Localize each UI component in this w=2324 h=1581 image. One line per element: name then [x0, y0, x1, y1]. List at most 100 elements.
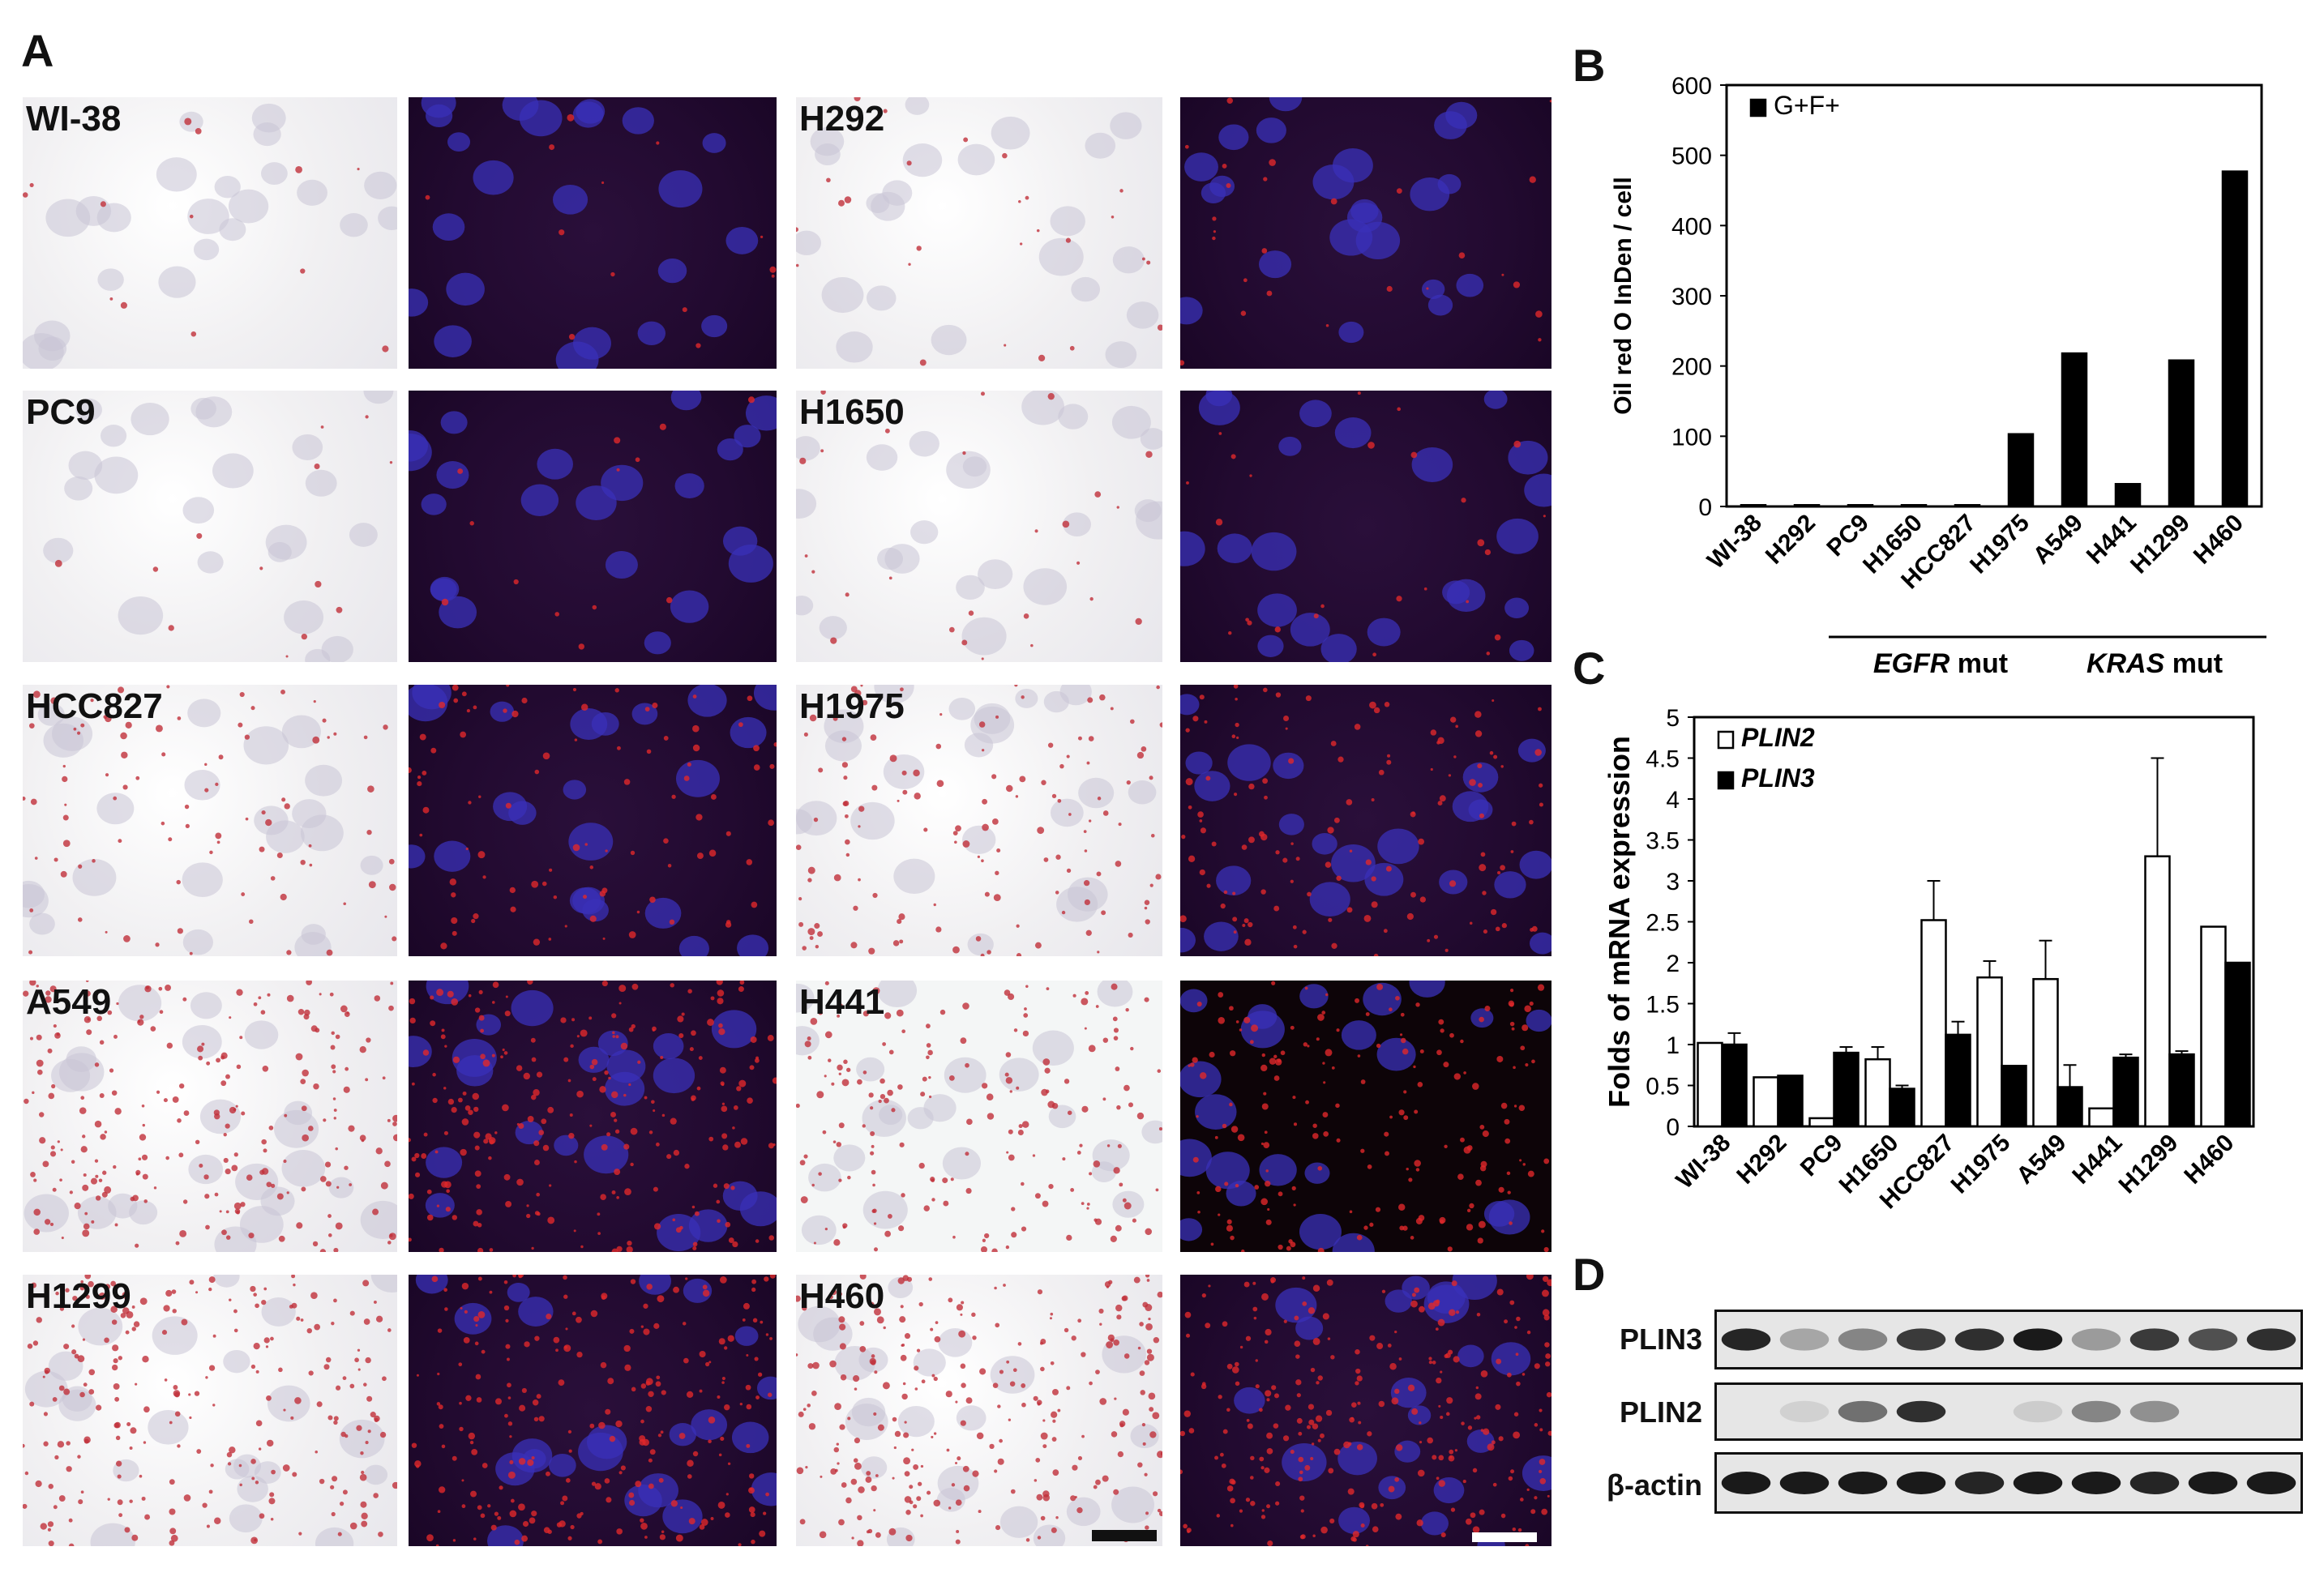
lipid-droplet	[1235, 1020, 1239, 1023]
lipid-droplet	[965, 1062, 969, 1068]
lipid-droplet	[303, 1014, 310, 1020]
lipid-droplet	[310, 1292, 318, 1300]
lipid-droplet	[807, 878, 812, 882]
lipid-droplet	[30, 1172, 36, 1177]
lipid-droplet	[417, 776, 422, 780]
lipid-droplet	[1312, 1534, 1316, 1537]
lipid-droplet	[1006, 784, 1013, 793]
lipid-droplet	[1229, 1102, 1233, 1107]
lipid-droplet	[604, 1070, 609, 1075]
lipid-droplet	[1513, 1105, 1517, 1108]
lipid-droplet	[172, 1096, 179, 1103]
nucleus	[490, 701, 515, 722]
lipid-droplet	[1300, 1534, 1306, 1540]
lipid-droplet	[1312, 1337, 1320, 1345]
nucleus	[1341, 1020, 1376, 1050]
lipid-droplet	[210, 1463, 214, 1468]
nucleus	[321, 635, 353, 662]
lipid-droplet	[60, 870, 67, 878]
lipid-droplet	[1398, 1357, 1402, 1361]
lipid-droplet	[1188, 1064, 1191, 1067]
lipid-droplet	[995, 870, 999, 875]
lipid-droplet	[444, 1045, 447, 1048]
lipid-droplet	[60, 1148, 63, 1152]
lipid-droplet	[94, 1120, 102, 1128]
cell-texture	[1180, 97, 1551, 366]
lipid-droplet	[923, 827, 928, 832]
blot-band	[2246, 1328, 2296, 1351]
lipid-droplet	[48, 1484, 53, 1489]
lipid-droplet	[141, 1496, 146, 1501]
lipid-droplet	[1522, 1163, 1526, 1166]
lipid-droplet	[763, 1511, 767, 1515]
lipid-droplet	[1439, 795, 1446, 802]
lipid-droplet	[1518, 1105, 1526, 1112]
lipid-droplet	[899, 1142, 905, 1147]
lipid-droplet	[615, 1420, 623, 1428]
nucleus	[1066, 1497, 1101, 1527]
lipid-droplet	[1260, 1466, 1265, 1470]
lipid-droplet	[314, 463, 320, 469]
lipid-droplet	[1266, 1432, 1273, 1439]
lipid-droplet	[1003, 1284, 1006, 1287]
lipid-droplet	[1498, 1186, 1504, 1193]
cell-texture	[23, 1275, 397, 1546]
lipid-droplet	[972, 1335, 977, 1340]
lipid-droplet	[991, 1248, 998, 1252]
lipid-droplet	[1325, 1409, 1333, 1416]
lipid-droplet	[1192, 716, 1199, 722]
lipid-droplet	[699, 1350, 706, 1358]
lipid-droplet	[1396, 596, 1402, 602]
nucleus	[1304, 1162, 1330, 1184]
lipid-droplet	[880, 1094, 886, 1100]
lipid-droplet	[1428, 1357, 1432, 1361]
lipid-droplet	[342, 1489, 348, 1495]
lipid-droplet	[658, 1477, 664, 1483]
lipid-droplet	[582, 895, 588, 899]
lipid-droplet	[901, 1029, 906, 1034]
lipid-droplet	[975, 936, 982, 942]
lipid-droplet	[749, 1065, 755, 1070]
lipid-droplet	[373, 1300, 377, 1304]
lipid-droplet	[1211, 841, 1217, 847]
legend-label: PLIN3	[1741, 763, 1815, 793]
lipid-droplet	[830, 1288, 837, 1296]
nucleus	[229, 1504, 263, 1533]
lipid-droplet	[1205, 1322, 1211, 1329]
lipid-droplet	[836, 1142, 842, 1147]
lipid-droplet	[120, 1313, 126, 1318]
nucleus	[1126, 301, 1159, 329]
lipid-droplet	[807, 1036, 811, 1040]
lipid-droplet	[1501, 923, 1507, 929]
lipid-droplet	[1149, 1407, 1154, 1412]
bar	[1808, 1117, 1835, 1128]
lipid-droplet	[1240, 310, 1247, 316]
lipid-droplet	[1266, 1504, 1271, 1509]
lipid-droplet	[177, 716, 182, 720]
nucleus	[678, 935, 709, 956]
lipid-droplet	[1141, 257, 1145, 261]
lipid-droplet	[1145, 919, 1150, 925]
lipid-droplet	[1360, 1523, 1365, 1528]
lipid-droplet	[751, 1539, 755, 1545]
lipid-droplet	[357, 1348, 361, 1352]
lipid-droplet	[1476, 1415, 1481, 1420]
lipid-droplet	[599, 891, 606, 897]
lipid-droplet	[111, 1364, 118, 1371]
nucleus	[409, 1036, 432, 1068]
lipid-droplet	[1047, 1100, 1055, 1109]
lipid-droplet	[628, 1027, 634, 1032]
lipid-droplet	[1445, 1412, 1450, 1416]
lipid-droplet	[610, 271, 615, 277]
lipid-droplet	[323, 1364, 330, 1370]
lipid-droplet	[1273, 1075, 1280, 1081]
x-tick-label: H292	[1731, 1130, 1791, 1190]
lipid-droplet	[872, 1208, 877, 1213]
lipid-droplet	[661, 1390, 666, 1395]
lipid-droplet	[1493, 754, 1498, 759]
panel-label-a: A	[21, 25, 54, 76]
lipid-droplet	[259, 566, 263, 570]
lipid-droplet	[88, 1369, 96, 1376]
lipid-droplet	[293, 1283, 296, 1287]
lipid-droplet	[301, 1105, 307, 1112]
